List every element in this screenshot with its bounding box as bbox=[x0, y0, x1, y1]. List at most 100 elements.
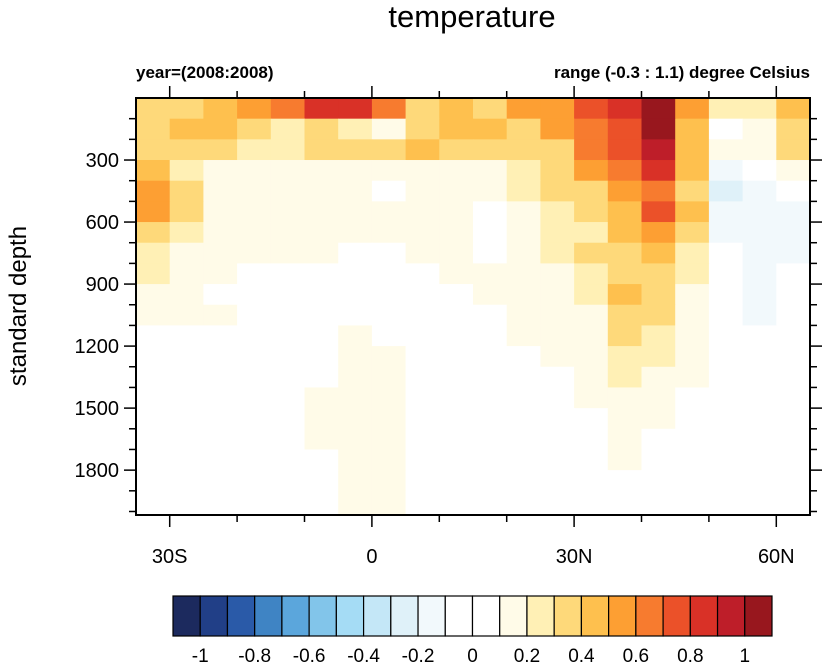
colorbar-box bbox=[172, 595, 201, 637]
heatmap-cell bbox=[776, 222, 811, 244]
heatmap-cell bbox=[338, 160, 373, 182]
colorbar-box bbox=[580, 595, 610, 637]
heatmap-cell bbox=[574, 408, 609, 430]
heatmap-cell bbox=[708, 428, 744, 450]
heatmap-cell bbox=[506, 201, 541, 223]
heatmap-cell bbox=[203, 470, 238, 492]
heatmap-cell bbox=[708, 304, 744, 326]
heatmap-cell bbox=[641, 139, 676, 161]
heatmap-cell bbox=[237, 242, 272, 264]
heatmap-cell bbox=[473, 118, 508, 140]
colorbar-box bbox=[744, 595, 773, 637]
heatmap-cell bbox=[338, 222, 373, 244]
heatmap-cell bbox=[607, 222, 642, 244]
heatmap-cell bbox=[405, 408, 440, 430]
heatmap-cell bbox=[708, 242, 744, 264]
heatmap-cell bbox=[203, 325, 238, 347]
heatmap-cell bbox=[203, 408, 238, 430]
heatmap-cell bbox=[169, 98, 204, 120]
heatmap-cell bbox=[708, 263, 744, 285]
heatmap-cell bbox=[574, 470, 609, 492]
heatmap-cell bbox=[742, 160, 777, 182]
heatmap-cell bbox=[203, 180, 238, 202]
heatmap-cell bbox=[371, 201, 407, 223]
heatmap-cell bbox=[304, 222, 339, 244]
heatmap-cell bbox=[304, 346, 339, 368]
heatmap-cell bbox=[237, 263, 272, 285]
heatmap-cell bbox=[237, 222, 272, 244]
heatmap-cell bbox=[270, 387, 305, 409]
heatmap-cell bbox=[304, 304, 339, 326]
heatmap-cell bbox=[641, 346, 676, 368]
heatmap-cell bbox=[675, 449, 710, 471]
heatmap-cell bbox=[607, 242, 642, 264]
heatmap-cell bbox=[473, 180, 508, 202]
heatmap-cell bbox=[675, 304, 710, 326]
heatmap-cell bbox=[742, 449, 777, 471]
heatmap-cell bbox=[607, 428, 642, 450]
heatmap-cell bbox=[203, 284, 238, 306]
heatmap-cell bbox=[237, 366, 272, 388]
heatmap-cell bbox=[708, 490, 744, 516]
heatmap-cell bbox=[540, 366, 575, 388]
x-tick-label: 30S bbox=[152, 546, 188, 568]
heatmap-cell bbox=[169, 449, 204, 471]
heatmap-cell bbox=[136, 428, 171, 450]
heatmap-cell bbox=[338, 346, 373, 368]
heatmap-cell bbox=[742, 263, 777, 285]
heatmap-cell bbox=[136, 222, 171, 244]
heatmap-cell bbox=[270, 201, 305, 223]
heatmap-cell bbox=[203, 160, 238, 182]
heatmap-cell bbox=[742, 387, 777, 409]
heatmap-cell bbox=[473, 139, 508, 161]
heatmap-cell bbox=[405, 346, 440, 368]
heatmap-cell bbox=[708, 139, 744, 161]
heatmap-cell bbox=[270, 118, 305, 140]
heatmap-cell bbox=[270, 242, 305, 264]
heatmap-cell bbox=[169, 490, 204, 516]
heatmap-cell bbox=[574, 490, 609, 516]
heatmap-cell bbox=[405, 366, 440, 388]
heatmap-cell bbox=[742, 346, 777, 368]
y-tick-label: 1800 bbox=[75, 460, 120, 482]
heatmap-cell bbox=[304, 242, 339, 264]
heatmap-cell bbox=[574, 118, 609, 140]
heatmap-cell bbox=[270, 284, 305, 306]
heatmap-cell bbox=[439, 160, 474, 182]
colorbar: -1 -0.8 -0.6 -0.4 -0.2 0 0.2 0.4 0.6 0.8 1 bbox=[172, 595, 773, 667]
heatmap-cell bbox=[506, 118, 541, 140]
heatmap-cell bbox=[405, 428, 440, 450]
heatmap-cell bbox=[439, 449, 474, 471]
heatmap-cell bbox=[270, 139, 305, 161]
heatmap-cell bbox=[708, 366, 744, 388]
heatmap-cell bbox=[675, 284, 710, 306]
colorbar-box bbox=[226, 595, 256, 637]
heatmap-cell bbox=[574, 180, 609, 202]
heatmap-cell bbox=[203, 222, 238, 244]
heatmap-cell bbox=[641, 366, 676, 388]
heatmap-cell bbox=[371, 470, 407, 492]
heatmap-cell bbox=[237, 98, 272, 120]
heatmap-cell bbox=[371, 490, 407, 516]
colorbar-box bbox=[254, 595, 283, 637]
heatmap-cell bbox=[607, 139, 642, 161]
heatmap-cell bbox=[203, 139, 238, 161]
heatmap-cell bbox=[237, 180, 272, 202]
heatmap-cell bbox=[473, 222, 508, 244]
heatmap-cell bbox=[338, 201, 373, 223]
heatmap-cell bbox=[506, 139, 541, 161]
colorbar-box bbox=[608, 595, 637, 637]
heatmap-cell bbox=[203, 366, 238, 388]
heatmap-cell bbox=[641, 201, 676, 223]
heatmap-cell bbox=[675, 428, 710, 450]
heatmap-cell bbox=[574, 304, 609, 326]
heatmap-cell bbox=[607, 304, 642, 326]
heatmap-cell bbox=[708, 160, 744, 182]
heatmap-cell bbox=[675, 118, 710, 140]
left-string: year=(2008:2008) bbox=[136, 63, 274, 82]
heatmap-cell bbox=[338, 98, 373, 120]
y-tick-label: 300 bbox=[86, 150, 119, 172]
heatmap-cell bbox=[540, 428, 575, 450]
heatmap-cell bbox=[641, 490, 676, 516]
heatmap-cell bbox=[776, 408, 811, 430]
